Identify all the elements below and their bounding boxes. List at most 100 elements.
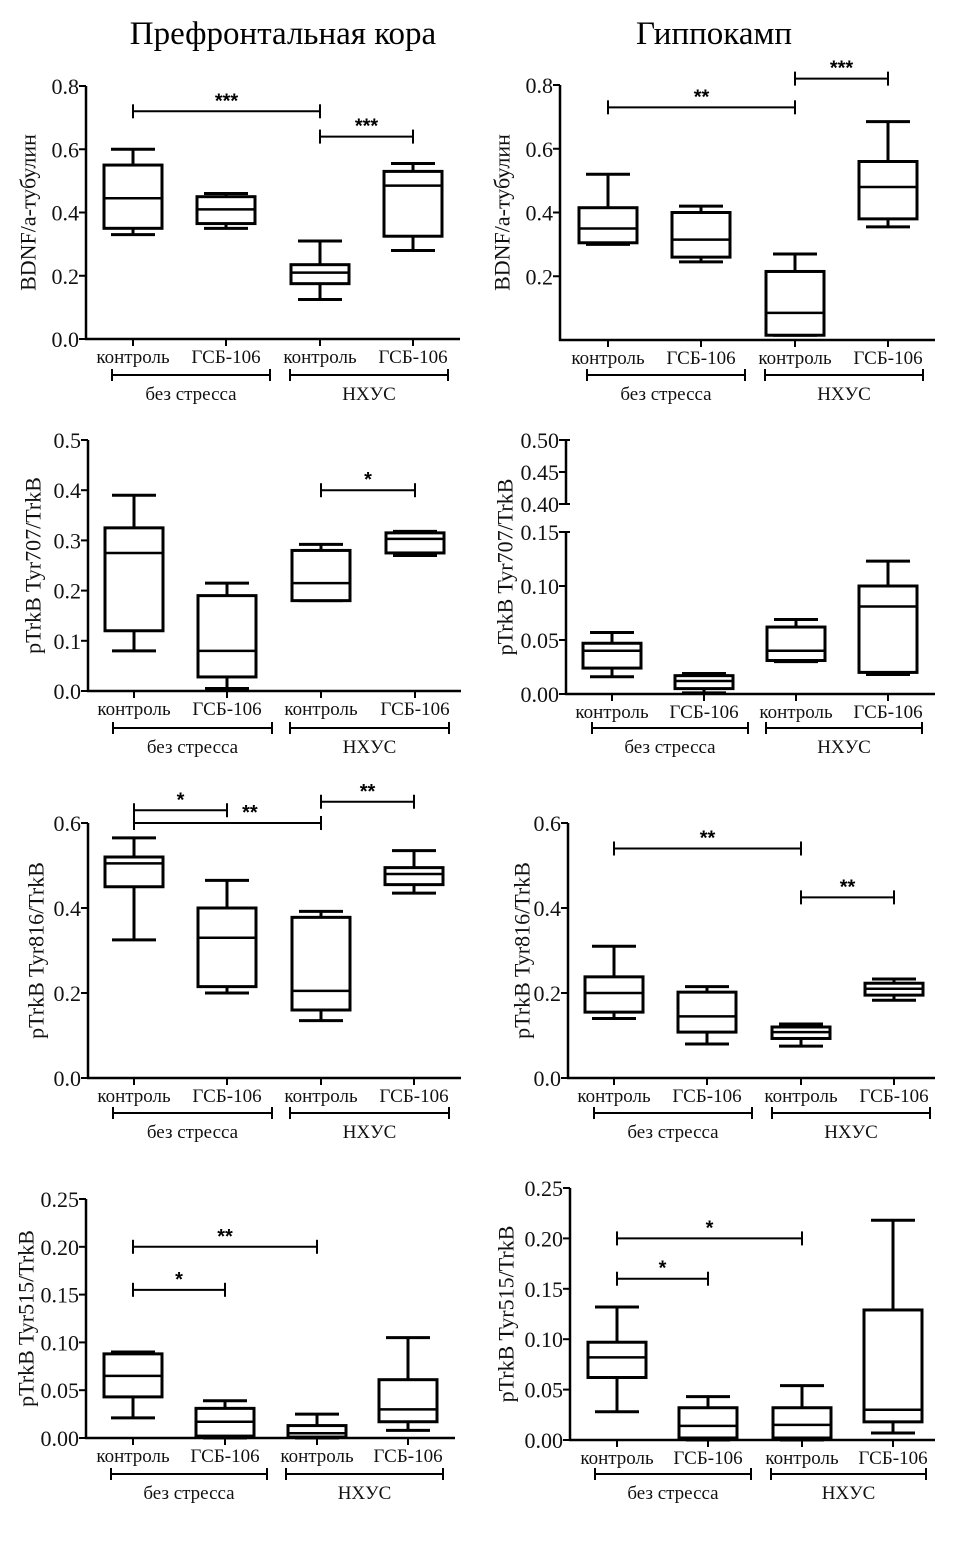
y-tick-label: 0.2 bbox=[54, 579, 82, 604]
group-label: НХУС bbox=[817, 737, 871, 758]
box-iqr bbox=[771, 1406, 833, 1440]
group-label: без стресса bbox=[627, 1483, 719, 1504]
chart-panel-3: 0.0 0.1 0.2 0.3 0.4 0.5 pTrkB Tyr707/TrkB контр… bbox=[21, 428, 461, 758]
significance-stars: ** bbox=[217, 1226, 233, 1248]
x-category-label: контроль bbox=[284, 1086, 358, 1107]
y-tick-label: 0.0 bbox=[54, 679, 82, 704]
y-tick-label: 0.05 bbox=[41, 1378, 80, 1403]
significance-stars: *** bbox=[355, 116, 379, 138]
box-2 bbox=[670, 204, 732, 264]
box-2 bbox=[196, 878, 258, 995]
significance-stars: * bbox=[177, 789, 185, 811]
y-tick-label: 0.20 bbox=[525, 1226, 564, 1251]
significance-stars: ** bbox=[700, 828, 716, 850]
box-4 bbox=[384, 529, 446, 557]
y-tick-label: 0.2 bbox=[52, 264, 80, 289]
x-category-label: контроль bbox=[759, 702, 833, 723]
y-tick-label: 0.0 bbox=[52, 327, 80, 352]
chart-panel-6: 0.0 0.2 0.4 0.6 pTrkB Tyr816/TrkB контроль ГСБ… bbox=[510, 811, 935, 1143]
box-3 bbox=[290, 909, 352, 1023]
group-label: без стресса bbox=[147, 1122, 239, 1143]
box-3 bbox=[289, 239, 351, 301]
group-label: НХУС bbox=[822, 1483, 876, 1504]
x-category-label: ГСБ-106 bbox=[192, 699, 261, 720]
x-category-label: контроль bbox=[284, 699, 358, 720]
y-tick-label: 0.15 bbox=[41, 1283, 80, 1308]
y-tick-label: 0.0 bbox=[534, 1066, 562, 1091]
significance-bracket-1: * bbox=[320, 469, 416, 498]
group-label: без стресса bbox=[145, 384, 237, 405]
group-label: НХУС bbox=[817, 384, 871, 405]
box-iqr bbox=[670, 211, 732, 259]
significance-stars: ** bbox=[242, 802, 258, 824]
significance-stars: * bbox=[364, 469, 372, 491]
x-category-label: ГСБ-106 bbox=[672, 1086, 741, 1107]
significance-bracket-2: * bbox=[616, 1258, 709, 1286]
y-tick-label: 0.20 bbox=[41, 1235, 80, 1260]
box-iqr bbox=[581, 641, 643, 670]
box-4 bbox=[377, 1336, 439, 1432]
y-axis-label: BDNF/a-тубулин bbox=[16, 134, 41, 291]
box-3 bbox=[290, 542, 352, 603]
significance-bracket-1: ** bbox=[132, 1226, 318, 1254]
y-tick-label: 0.0 bbox=[54, 1066, 82, 1091]
x-category-label: контроль bbox=[758, 348, 832, 369]
group-label: НХУС bbox=[342, 384, 396, 405]
box-iqr bbox=[677, 1406, 739, 1440]
box-1 bbox=[581, 630, 643, 679]
group-label: НХУС bbox=[343, 1122, 397, 1143]
x-category-label: контроль bbox=[571, 348, 645, 369]
box-iqr bbox=[290, 548, 352, 603]
significance-stars: ** bbox=[360, 781, 376, 803]
x-category-label: ГСБ-106 bbox=[859, 1086, 928, 1107]
group-label: без стресса bbox=[147, 737, 239, 758]
y-tick-label: 0.4 bbox=[54, 896, 82, 921]
box-4 bbox=[857, 559, 919, 677]
significance-stars: ** bbox=[694, 86, 710, 108]
box-iqr bbox=[862, 1308, 924, 1424]
x-category-label: контроль bbox=[97, 1086, 171, 1107]
x-category-label: контроль bbox=[283, 347, 357, 368]
x-category-label: контроль bbox=[765, 1448, 839, 1469]
significance-bracket-2: ** bbox=[133, 802, 322, 830]
significance-bracket-3: ** bbox=[320, 781, 415, 809]
box-iqr bbox=[383, 866, 445, 887]
y-tick-label: 0.2 bbox=[54, 981, 82, 1006]
box-iqr bbox=[577, 206, 639, 245]
box-iqr bbox=[103, 855, 165, 889]
group-label: НХУС bbox=[343, 737, 397, 758]
column-title-prefrontal-cortex: Префронтальная кора bbox=[130, 16, 437, 52]
x-category-label: ГСБ-106 bbox=[669, 702, 738, 723]
x-category-label: ГСБ-106 bbox=[192, 1086, 261, 1107]
y-axis-label: pTrkB Tyr515/TrkB bbox=[494, 1226, 519, 1403]
x-category-label: ГСБ-106 bbox=[191, 347, 260, 368]
significance-bracket-1: * bbox=[616, 1217, 803, 1246]
significance-stars: *** bbox=[830, 58, 854, 80]
significance-bracket-1: ** bbox=[613, 828, 802, 856]
x-category-label: ГСБ-106 bbox=[373, 1446, 442, 1467]
box-4 bbox=[857, 120, 919, 229]
chart-panel-4: 0.00 0.05 0.10 0.15 0.40 0.45 0.50 pTrkB Tyr707… bbox=[493, 428, 935, 758]
y-tick-label: 0.6 bbox=[526, 137, 554, 162]
y-tick-label: 0.8 bbox=[52, 74, 80, 99]
x-category-label: контроль bbox=[96, 1446, 170, 1467]
box-iqr bbox=[289, 263, 351, 286]
y-tick-label: 0.10 bbox=[41, 1330, 80, 1355]
y-tick-label: 0.15 bbox=[521, 520, 560, 545]
x-category-label: ГСБ-106 bbox=[190, 1446, 259, 1467]
box-iqr bbox=[196, 906, 258, 989]
x-category-label: ГСБ-106 bbox=[380, 699, 449, 720]
significance-bracket-1: * bbox=[133, 789, 228, 818]
box-4 bbox=[383, 849, 445, 895]
group-label: без стресса bbox=[143, 1483, 235, 1504]
box-1 bbox=[103, 836, 165, 942]
box-2 bbox=[196, 581, 258, 690]
y-axis-label: pTrkB Tyr816/TrkB bbox=[510, 862, 535, 1039]
box-1 bbox=[103, 493, 165, 653]
box-1 bbox=[102, 147, 164, 237]
x-category-label: контроль bbox=[96, 347, 170, 368]
x-category-label: контроль bbox=[575, 702, 649, 723]
y-tick-label: 0.50 bbox=[521, 428, 560, 453]
box-1 bbox=[577, 172, 639, 246]
x-category-label: контроль bbox=[764, 1086, 838, 1107]
